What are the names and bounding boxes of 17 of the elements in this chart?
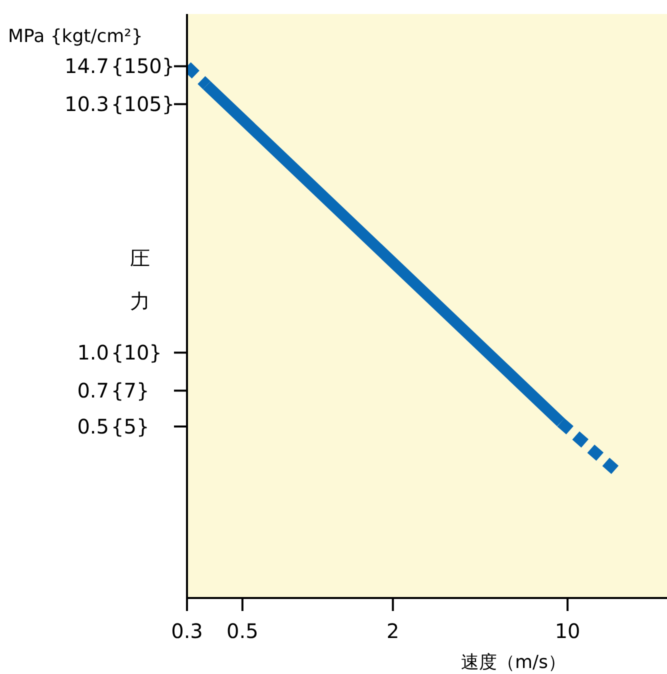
- text: MPa {kgt/cm²}: [8, 26, 143, 47]
- x-tick-label: 10: [554, 619, 580, 643]
- x-tick-label: 0.3: [171, 619, 203, 643]
- text: {150}: [111, 54, 175, 78]
- y-tick-label: 10.3: [64, 92, 109, 116]
- x-tick-label: 2: [386, 619, 400, 643]
- y-tick-label: 1.0: [77, 340, 109, 365]
- text: {105}: [111, 92, 175, 116]
- y-tick-label: 0.7: [77, 378, 109, 403]
- x-tick-label: 0.5: [226, 619, 258, 643]
- x-axis-title: 速度（m/s）: [461, 652, 566, 673]
- y-axis-title: 圧力: [130, 246, 150, 313]
- text: {7}: [111, 378, 150, 403]
- y-tick-label: 0.5: [77, 414, 109, 439]
- text: {5}: [111, 414, 150, 439]
- text: {10}: [111, 340, 162, 365]
- y-tick-label: 14.7: [64, 54, 109, 78]
